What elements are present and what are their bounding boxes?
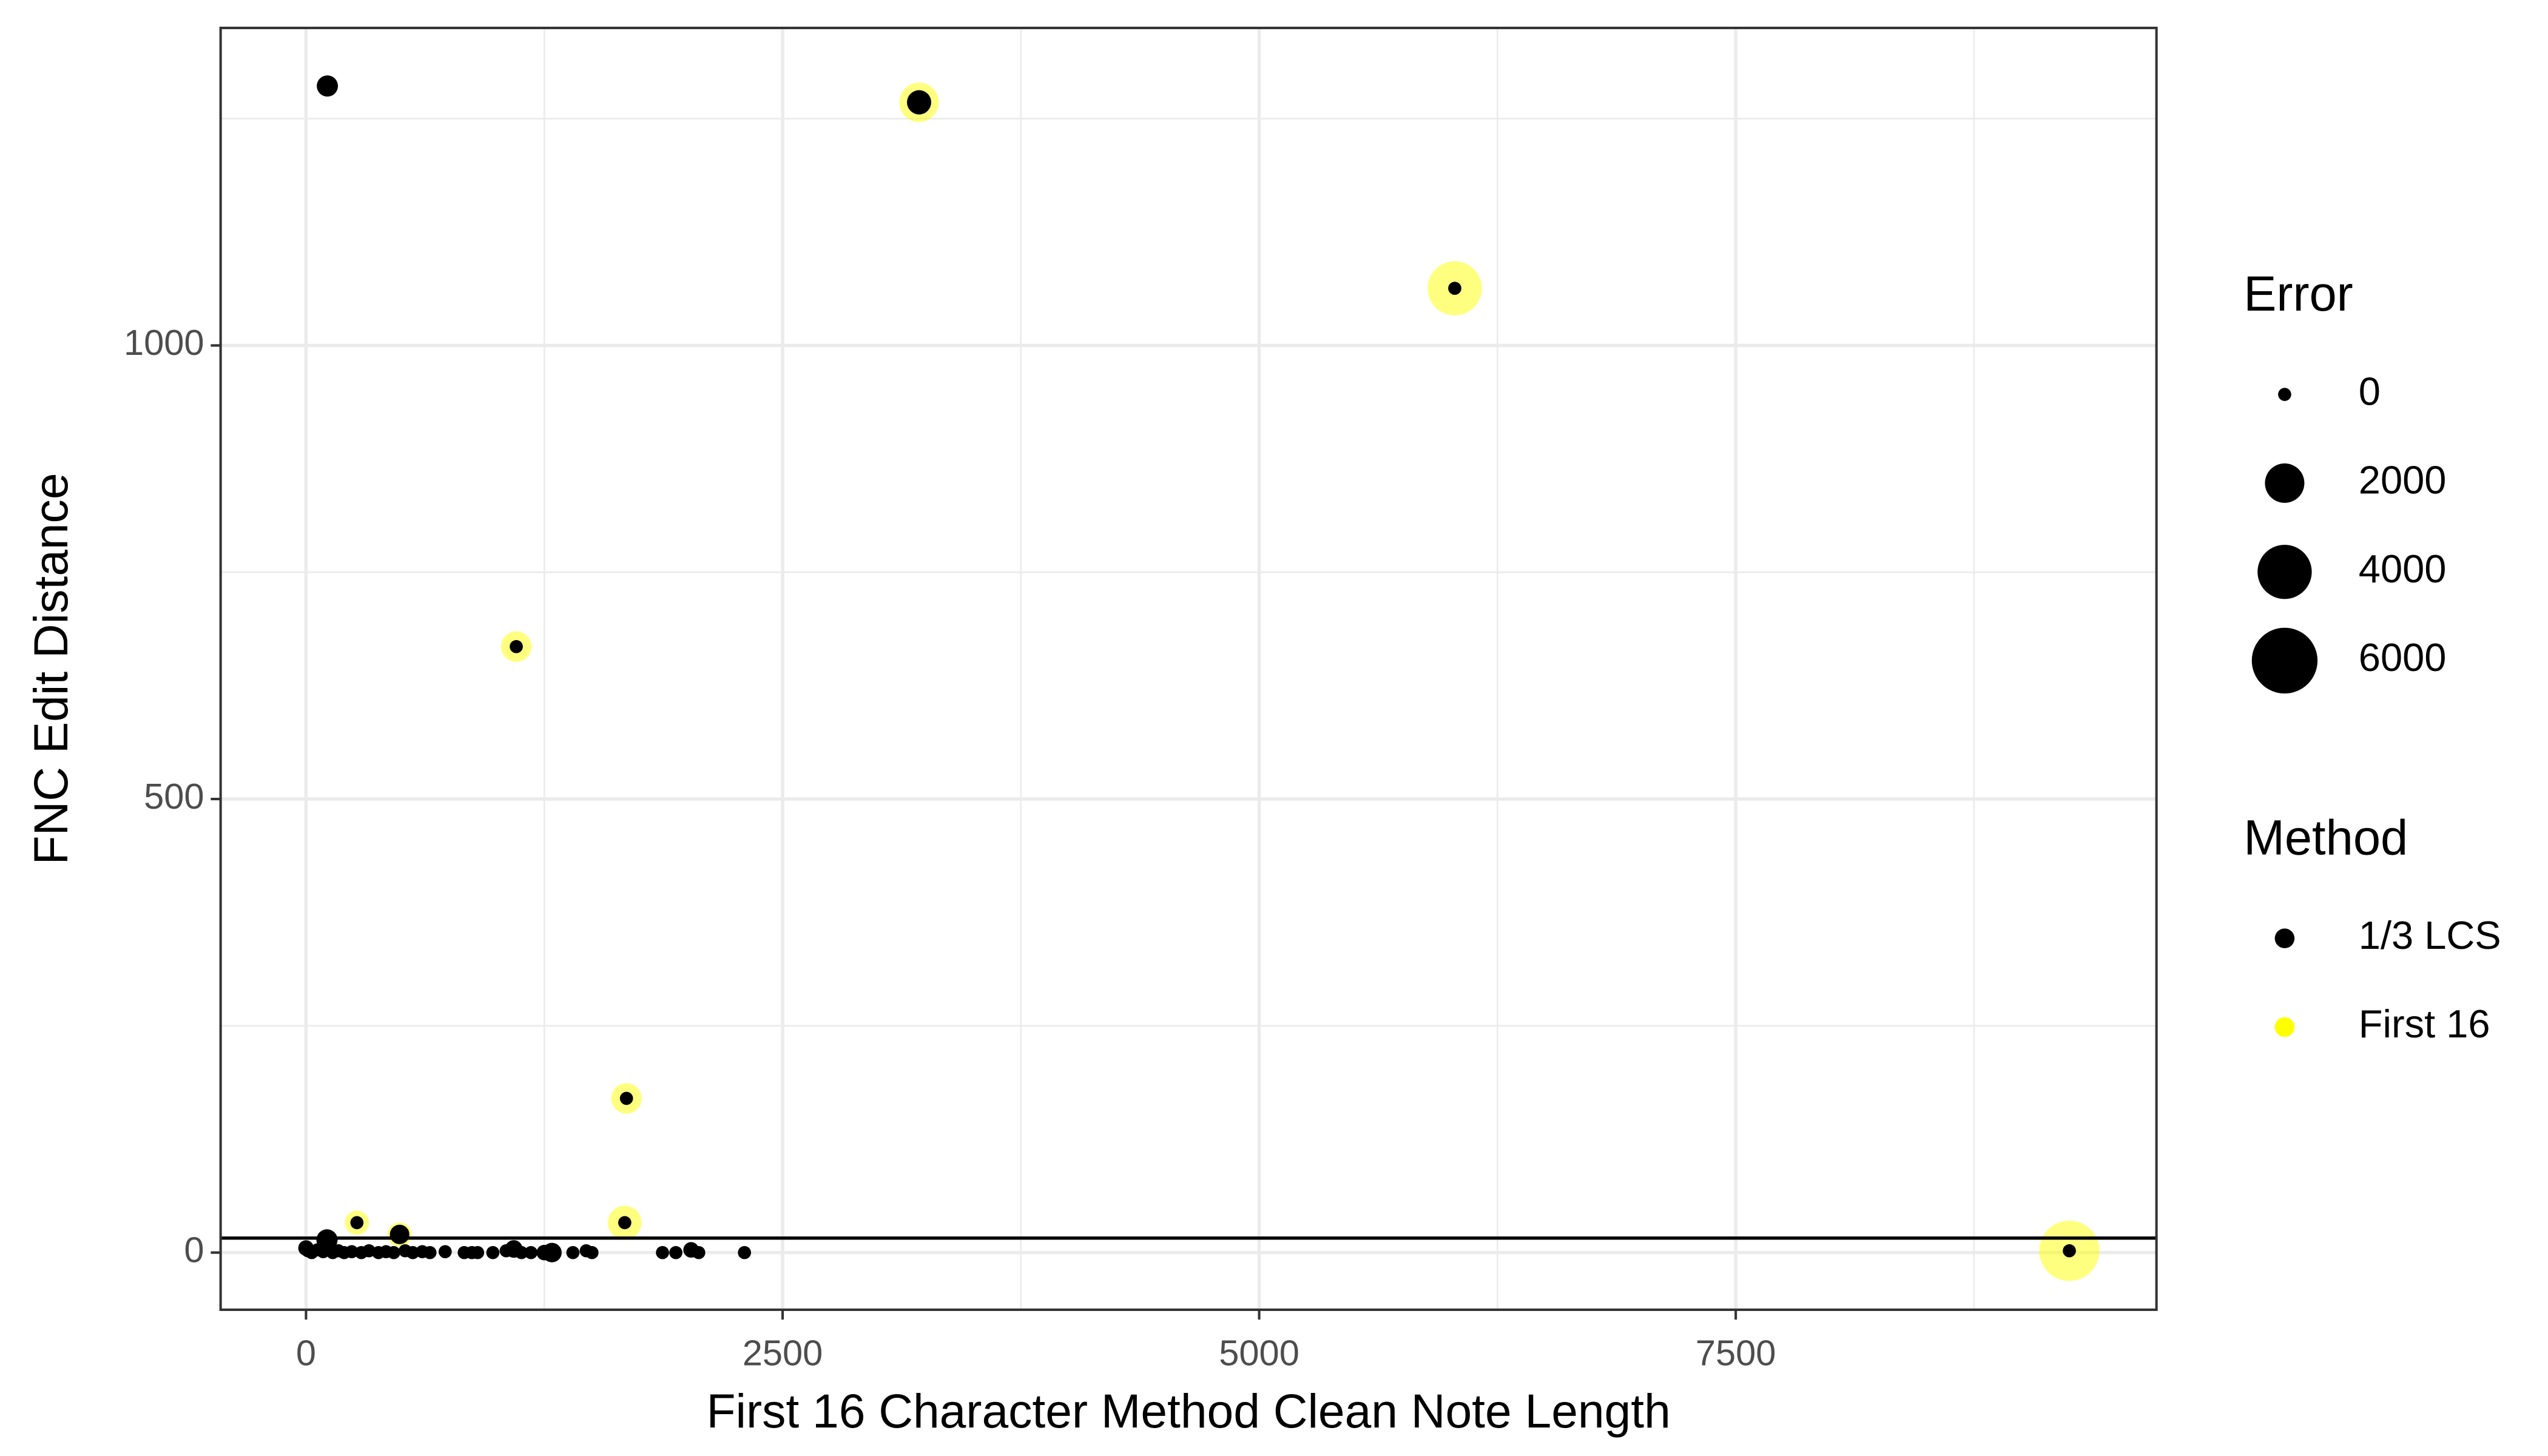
size-legend-label: 0 (2359, 369, 2381, 413)
size-legend-title: Error (2243, 266, 2353, 322)
point (510, 640, 523, 653)
color-legend-label: 1/3 LCS (2359, 913, 2501, 957)
size-legend-label: 4000 (2359, 547, 2447, 591)
color-legend-key (2274, 1017, 2295, 1037)
x-axis-title: First 16 Character Method Clean Note Len… (707, 1384, 1671, 1438)
x-tick-label: 0 (296, 1332, 316, 1373)
point (542, 1242, 562, 1262)
point (669, 1245, 682, 1259)
point (566, 1245, 580, 1259)
point (317, 75, 339, 97)
y-tick-label: 500 (144, 776, 204, 817)
color-legend-title: Method (2243, 810, 2408, 865)
point (345, 1245, 359, 1259)
point (423, 1245, 437, 1259)
point (619, 1091, 633, 1105)
point (907, 90, 931, 115)
point (406, 1245, 420, 1259)
point (524, 1245, 538, 1259)
point (618, 1216, 632, 1230)
point (486, 1245, 500, 1259)
size-legend-label: 6000 (2359, 635, 2447, 679)
size-legend-key (2265, 463, 2305, 503)
point (738, 1245, 751, 1259)
color-legend-key (2274, 928, 2295, 948)
point (514, 1245, 528, 1259)
point (1448, 281, 1461, 295)
point (350, 1216, 364, 1230)
point (692, 1245, 706, 1259)
point (389, 1224, 410, 1244)
size-legend-key (2257, 544, 2312, 599)
point (471, 1245, 485, 1259)
point (387, 1245, 400, 1259)
color-legend-label: First 16 (2359, 1002, 2490, 1046)
panel-border (219, 27, 2158, 1311)
y-axis-title: FNC Edit Distance (24, 473, 78, 864)
point (656, 1245, 669, 1259)
point (585, 1245, 599, 1259)
point (2063, 1244, 2076, 1258)
y-tick-label: 0 (184, 1229, 204, 1270)
point (316, 1229, 338, 1251)
y-tick-label: 1000 (124, 322, 204, 363)
x-tick-label: 7500 (1696, 1332, 1776, 1373)
x-tick-label: 5000 (1219, 1332, 1299, 1373)
size-legend-label: 2000 (2359, 458, 2447, 502)
x-tick-label: 2500 (743, 1332, 823, 1373)
size-legend-key (2278, 388, 2291, 401)
point (438, 1245, 452, 1259)
size-legend-key (2251, 627, 2318, 694)
